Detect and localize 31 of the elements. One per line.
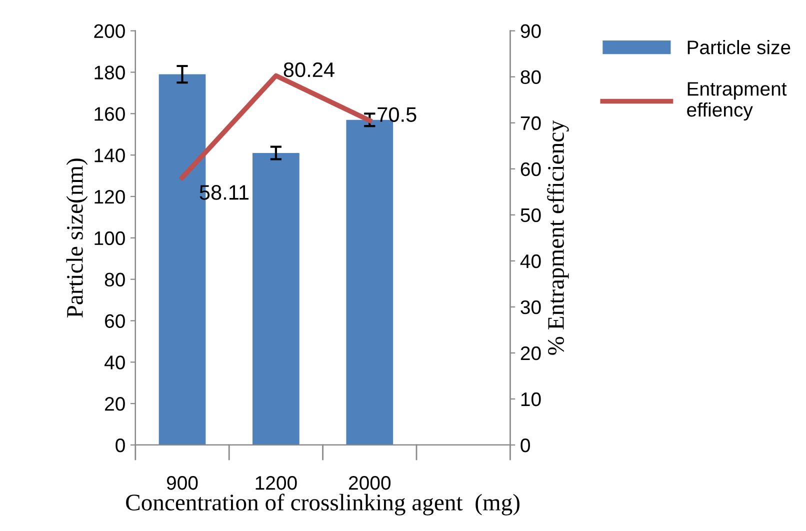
y2-tick-label: 30 [520,300,541,314]
y2-tick-label: 90 [520,24,541,38]
y2-tick-label: 10 [521,392,541,406]
y-tick-label: 120 [94,190,125,204]
y-tick-label: 160 [94,107,125,121]
y-tick-label: 60 [105,314,125,328]
y-tick-label: 180 [94,66,125,80]
y-tick-label: 80 [104,272,125,287]
y2-tick-label: 70 [520,116,541,130]
y-tick-label: 0 [116,438,125,452]
x-tick-label: 2000 [349,476,391,490]
y2-tick-label: 50 [520,208,541,222]
y-axis-title: Particle size(nm) [66,158,88,318]
data-label: 80.24 [284,62,334,78]
data-label: 70.5 [378,107,416,122]
x-tick-label: 900 [166,476,198,490]
legend-label: Particle size [688,40,790,54]
y-tick-label: 20 [105,397,125,411]
x-axis-title: Concentration of crosslinking agent (mg) [126,494,520,516]
y-tick-label: 200 [94,24,125,38]
legend-label: Entrapment effiency [687,82,787,121]
y2-axis-title: % Entrapment efficiency [547,120,569,355]
y-tick-label: 100 [94,231,125,246]
y2-tick-label: 20 [520,346,541,360]
y2-tick-label: 40 [520,254,541,268]
y2-tick-label: 60 [520,162,541,176]
x-tick-label: 1200 [256,476,297,490]
y-tick-label: 140 [94,148,125,162]
y-tick-label: 40 [104,356,125,370]
y2-tick-label: 80 [520,70,541,84]
y2-tick-label: 0 [520,438,530,452]
